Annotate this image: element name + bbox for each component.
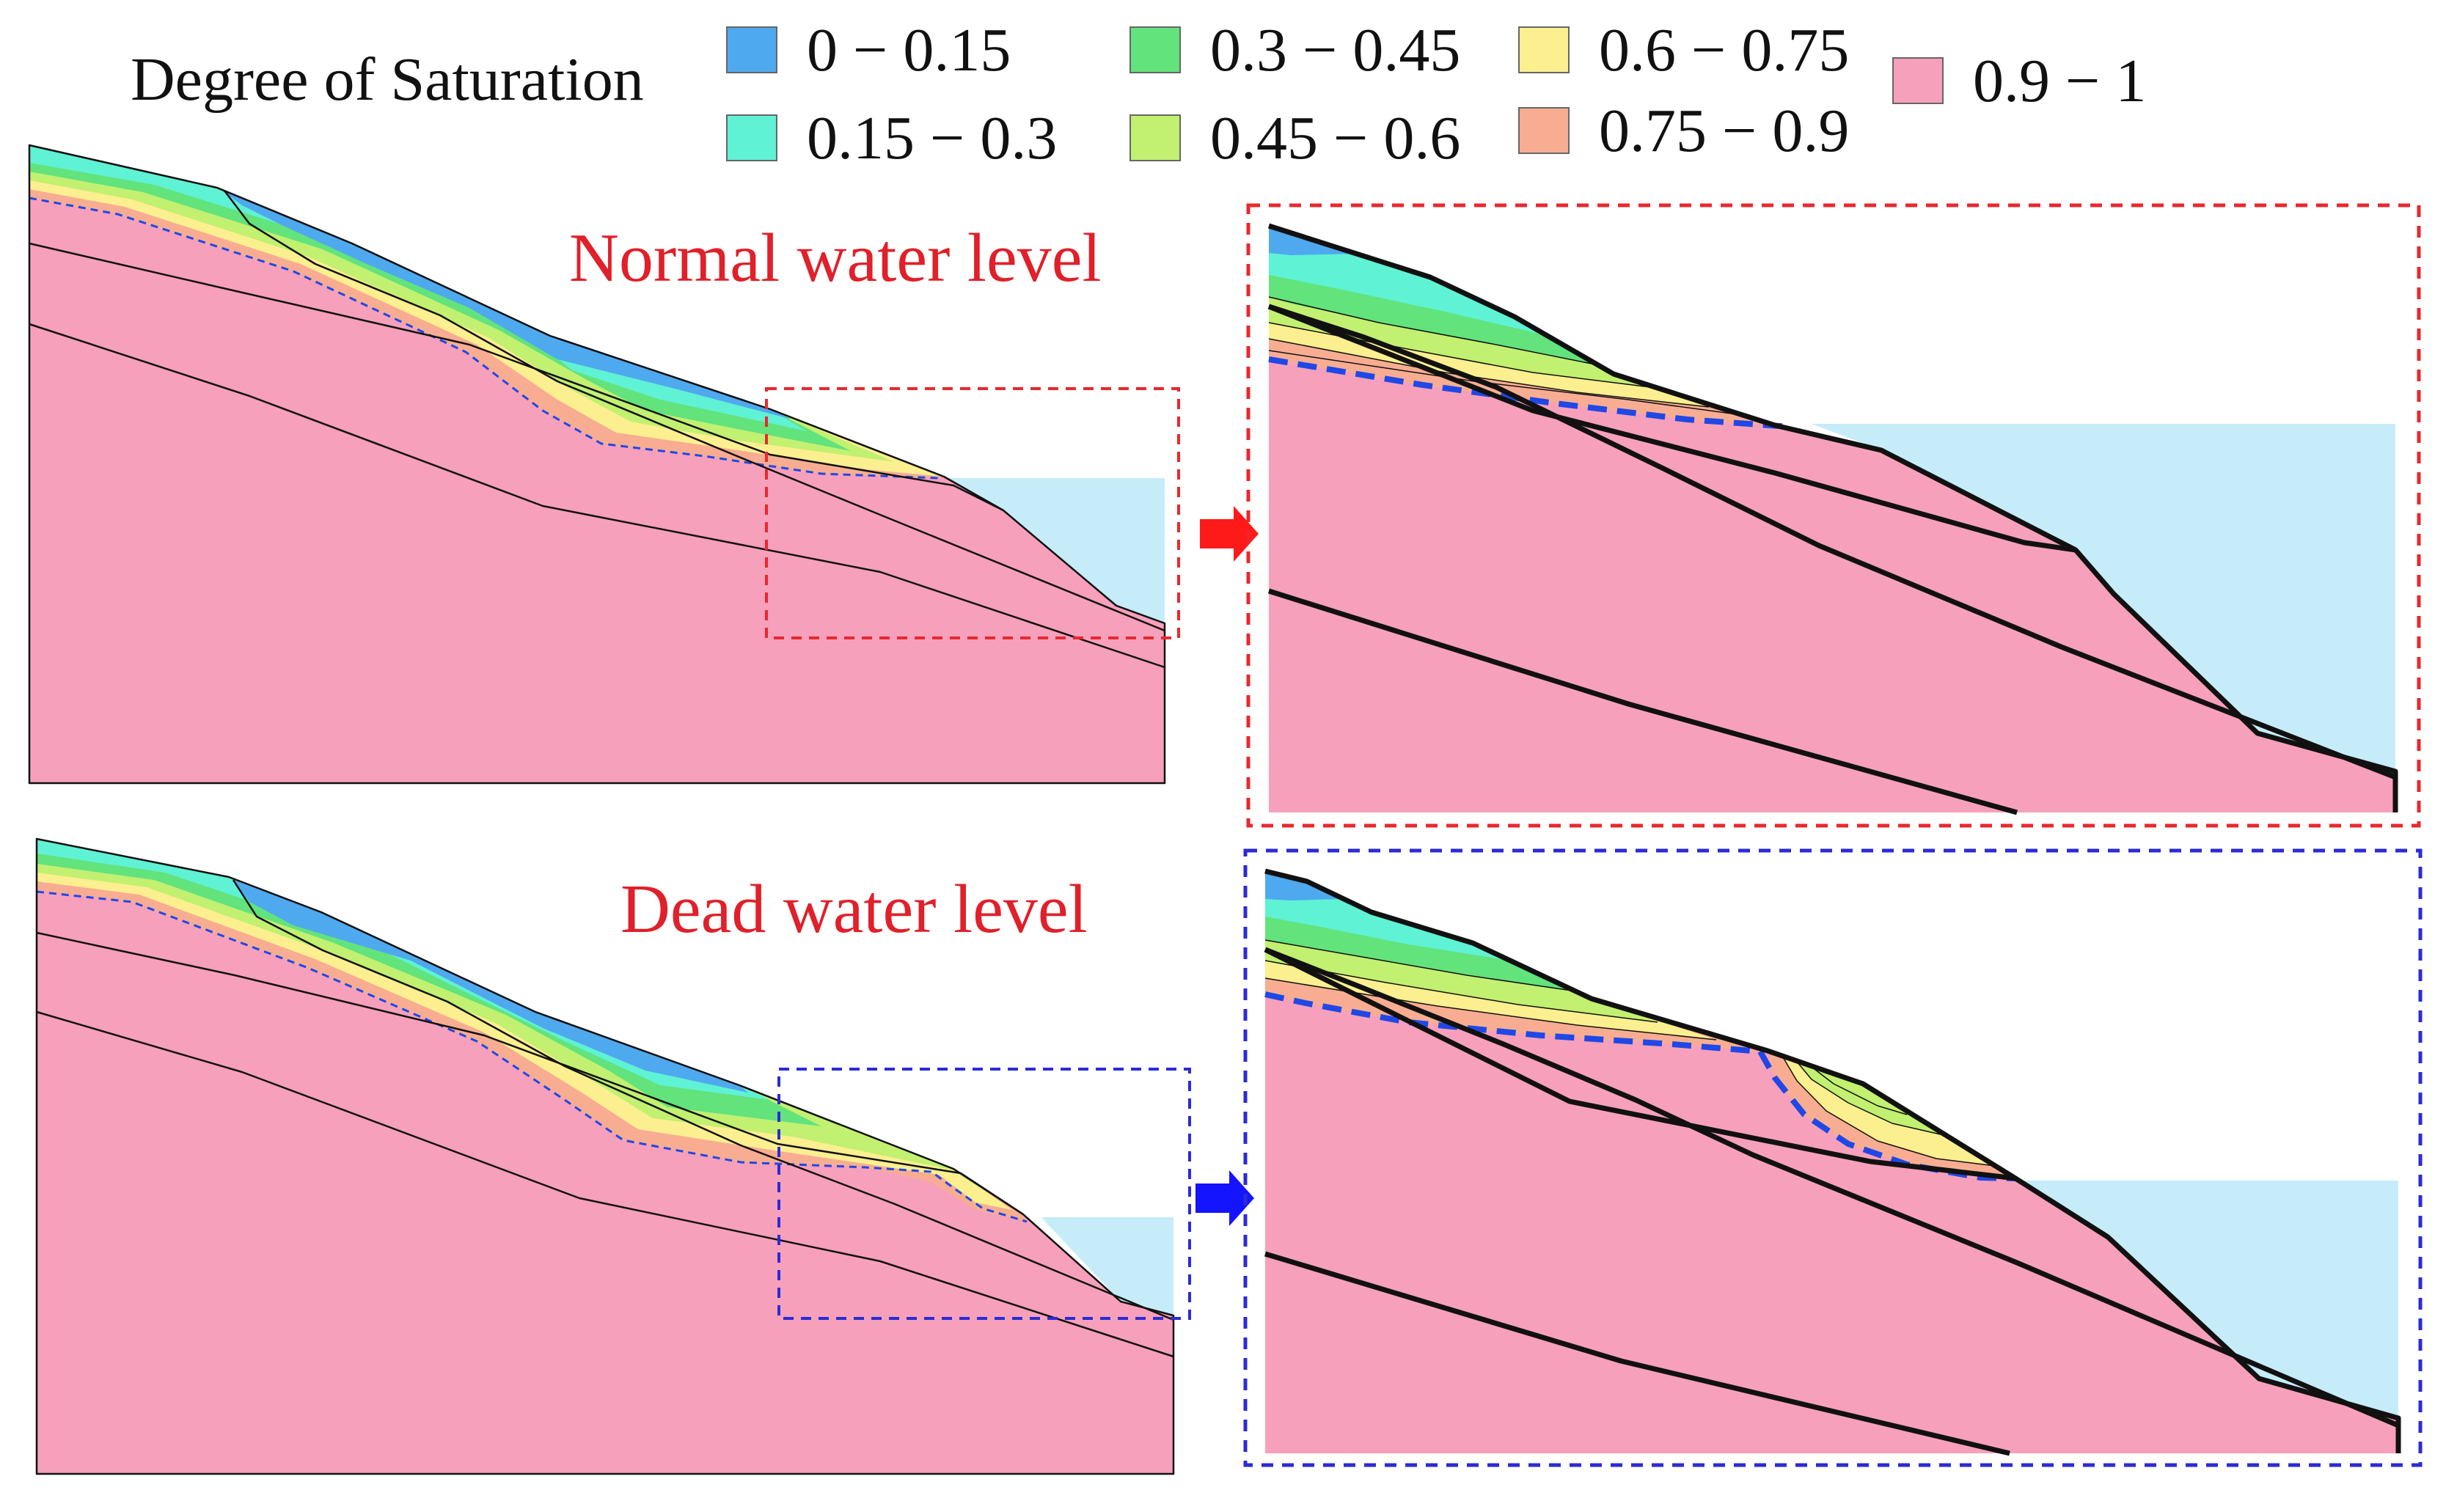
slope-body [29,145,1165,783]
dead-full-section [35,837,1175,1475]
stratum-line-1 [29,242,1004,512]
legend-swatch [726,114,777,161]
legend-item-0-0.15: 0 − 0.15 [726,16,1011,84]
dead-water-level-title: Dead water level [620,871,1088,947]
legend-item-0.6-0.75: 0.6 − 0.75 [1518,16,1849,84]
slip-surface-upper [1267,304,2397,780]
stratum-line-1 [1267,304,2076,553]
section-outline [1267,223,2398,812]
normal-full-section [28,144,1166,785]
normal-water-level-title: Normal water level [569,220,1102,296]
slip-surface-upper [1264,947,2400,1428]
legend-swatch [726,26,777,73]
isoline-contours [1268,296,1754,417]
legend-item-0.9-1: 0.9 − 1 [1892,47,2146,115]
stratum-line-2 [1264,1251,2010,1456]
slope-body [37,839,1173,1474]
zone-0.75-0.9 [1265,871,1775,1053]
phreatic-line [36,890,1028,1223]
legend-label: 0.15 − 0.3 [807,103,1058,172]
slip-surface-upper [232,879,1174,1321]
zoom-panel-frame-normal [1246,203,2421,828]
reservoir-water [1812,424,2395,771]
legend-item-0.75-0.9: 0.75 − 0.9 [1518,97,1849,165]
legend-swatch [1129,26,1181,73]
legend-item-0.3-0.45: 0.3 − 0.45 [1129,16,1460,84]
phreatic-line [1264,991,2016,1181]
legend-item-0.15-0.3: 0.15 − 0.3 [726,104,1057,172]
legend-title: Degree of Saturation [131,45,644,114]
stratum-line-2 [36,1010,1174,1358]
legend-swatch [1518,107,1570,154]
reservoir-water [2013,1181,2398,1418]
unsaturated-zone [37,839,1027,1222]
zone-0-0.15 [233,880,748,1093]
slip-surface-upper [224,190,1165,632]
legend-label: 0.9 − 1 [1973,46,2147,115]
dead-zoom-section [1243,848,2423,1467]
section-outline [35,837,1175,1475]
normal-zoom-section [1246,203,2421,828]
section-outline [1264,868,2401,1453]
reservoir-water [1041,1217,1173,1315]
phreatic-line [29,197,940,480]
legend-label: 0.75 − 0.9 [1599,96,1850,165]
arrow-dead [1195,1170,1254,1226]
legend-item-0.45-0.6: 0.45 − 0.6 [1129,104,1460,172]
legend-label: 0.45 − 0.6 [1210,103,1461,172]
arrow-normal [1200,506,1259,562]
stratum-boundaries [1264,947,2400,1456]
isoline-contours [1264,939,1996,1167]
stratum-boundaries [1267,304,2397,815]
zoom-frame-dead [777,1068,1191,1320]
legend-label: 0.6 − 0.75 [1599,15,1850,84]
zoom-frame-normal [765,387,1180,639]
stratum-line-2 [1267,588,2018,815]
toe-zone-0.45-0.6 [1797,1062,1944,1135]
legend-swatch [1892,57,1944,104]
stratum-line-2 [29,323,1165,669]
section-outline [28,144,1166,785]
stratum-line-1 [1264,947,2016,1181]
legend-swatch [1129,114,1181,161]
legend-swatch [1518,26,1570,73]
stratum-boundaries [29,190,1165,669]
legend-label: 0 − 0.15 [807,15,1011,84]
zoom-panel-frame-dead [1243,848,2423,1467]
legend-label: 0.3 − 0.45 [1210,15,1461,84]
